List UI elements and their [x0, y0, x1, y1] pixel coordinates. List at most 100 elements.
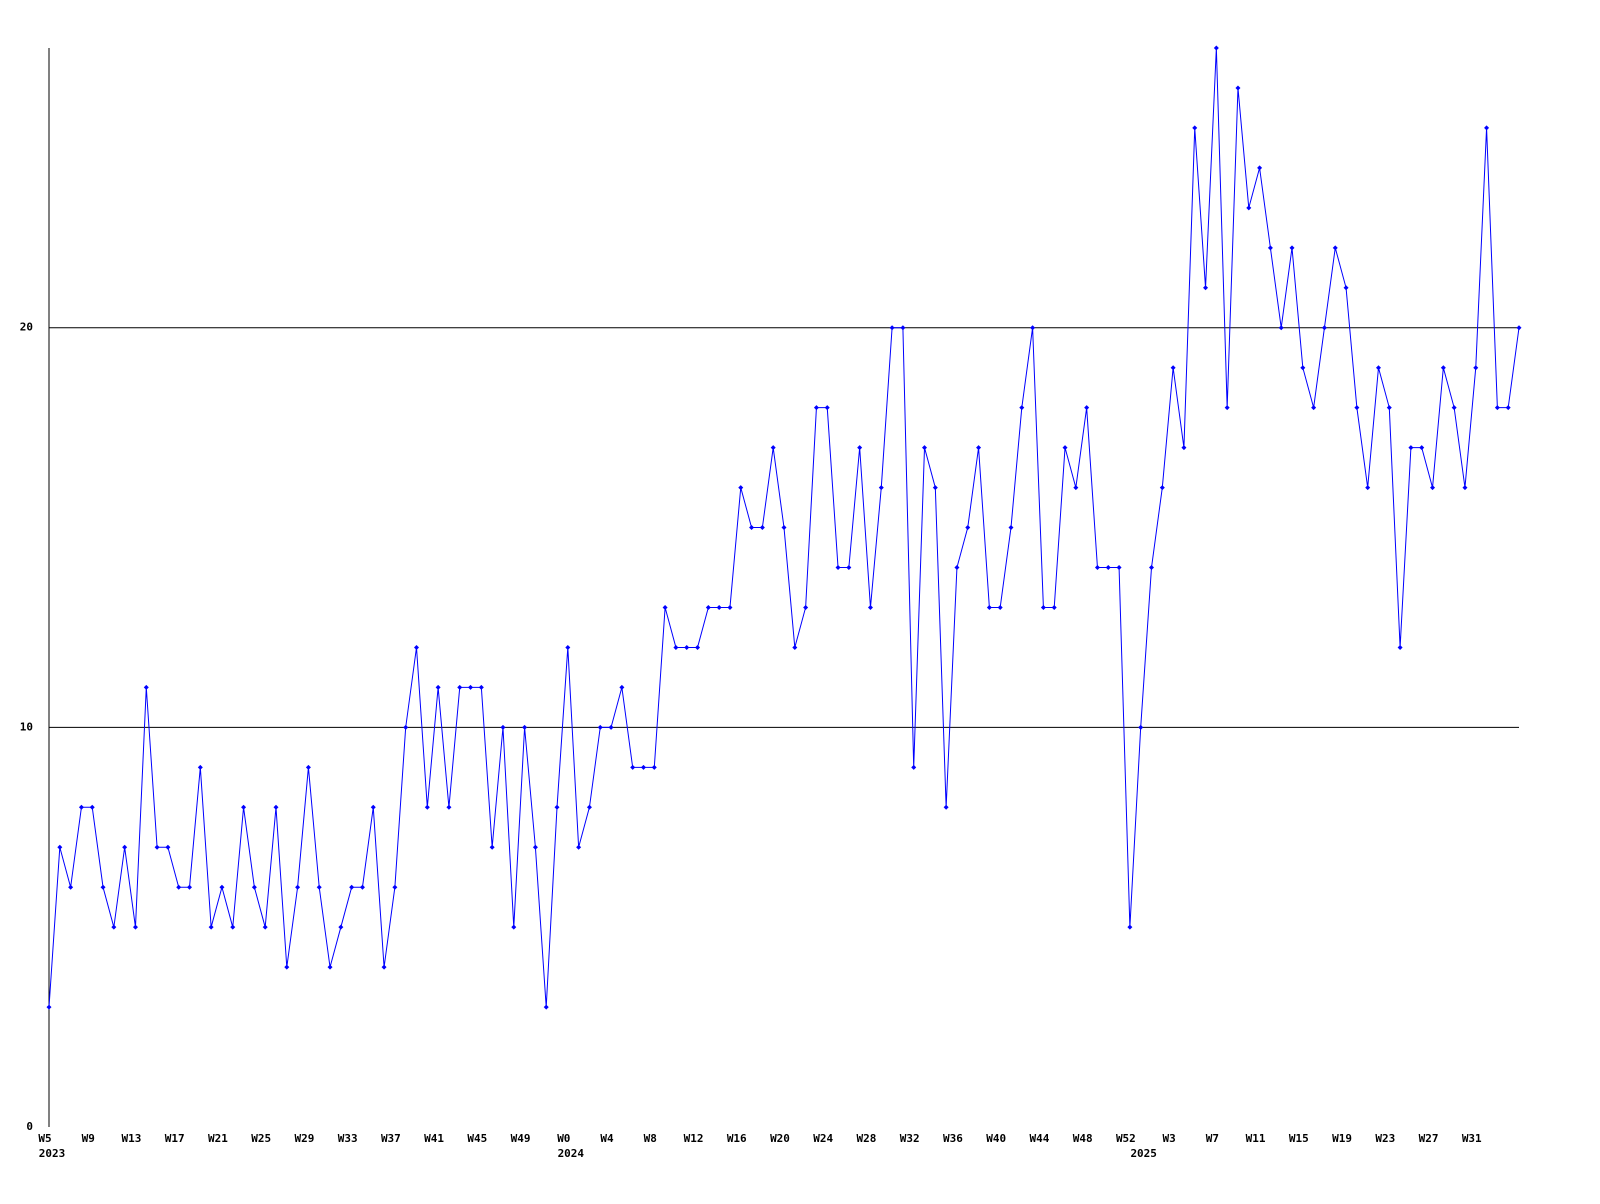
x-tick-label: W4 [600, 1132, 614, 1145]
point [1289, 245, 1295, 251]
y-tick-label: 0 [26, 1120, 33, 1133]
point [1278, 325, 1284, 331]
point [435, 684, 441, 690]
point [197, 764, 203, 770]
point [846, 565, 852, 571]
point [489, 844, 495, 850]
x-tick-label: W41 [424, 1132, 444, 1145]
point [824, 405, 830, 411]
x-tick-label: W15 [1289, 1132, 1309, 1145]
x-tick-label: W29 [294, 1132, 314, 1145]
point [803, 604, 809, 610]
point [857, 445, 863, 451]
point [132, 924, 138, 930]
point [911, 764, 917, 770]
point [554, 804, 560, 810]
point [1473, 365, 1479, 371]
point [1030, 325, 1036, 331]
x-tick-label: W28 [857, 1132, 877, 1145]
point [792, 644, 798, 650]
point [1170, 365, 1176, 371]
point [889, 325, 895, 331]
point [359, 884, 365, 890]
point [1365, 485, 1371, 491]
point [219, 884, 225, 890]
point [1246, 205, 1252, 211]
point [122, 844, 128, 850]
point [1386, 405, 1392, 411]
point [1084, 405, 1090, 411]
point [922, 445, 928, 451]
point [424, 804, 430, 810]
point [1192, 125, 1198, 131]
point [630, 764, 636, 770]
point [759, 525, 765, 531]
point [1440, 365, 1446, 371]
point [727, 604, 733, 610]
point [640, 764, 646, 770]
x-tick-label: W12 [684, 1132, 704, 1145]
point [316, 884, 322, 890]
point [900, 325, 906, 331]
point [1008, 525, 1014, 531]
point [1321, 325, 1327, 331]
point [457, 684, 463, 690]
x-tick-label: W25 [251, 1132, 271, 1145]
point [1494, 405, 1500, 411]
x-tick-label: W7 [1206, 1132, 1219, 1145]
point [705, 604, 711, 610]
x-tick-label: W48 [1073, 1132, 1093, 1145]
point [619, 684, 625, 690]
point [932, 485, 938, 491]
point [716, 604, 722, 610]
point [781, 525, 787, 531]
x-tick-label: W11 [1246, 1132, 1266, 1145]
point [111, 924, 117, 930]
point [1300, 365, 1306, 371]
point [1019, 405, 1025, 411]
x-tick-label: W36 [943, 1132, 963, 1145]
point [251, 884, 257, 890]
x-tick-label: W5 [38, 1132, 51, 1145]
point [1138, 724, 1144, 730]
point [1267, 245, 1273, 251]
point [662, 604, 668, 610]
point [1332, 245, 1338, 251]
point [965, 525, 971, 531]
point [176, 884, 182, 890]
point [867, 604, 873, 610]
point [1149, 565, 1154, 571]
point [770, 445, 776, 451]
point [608, 724, 614, 730]
x-tick-label: W19 [1332, 1132, 1352, 1145]
point [1213, 45, 1219, 51]
point [1127, 924, 1133, 930]
point [143, 684, 149, 690]
point [154, 844, 160, 850]
point [68, 884, 74, 890]
point [349, 884, 355, 890]
point [1062, 445, 1068, 451]
point [749, 525, 755, 531]
point [262, 924, 268, 930]
x-tick-label: W8 [644, 1132, 657, 1145]
point [1073, 485, 1079, 491]
x-year-label: 2023 [39, 1147, 66, 1160]
point [943, 804, 949, 810]
x-tick-label: W21 [208, 1132, 228, 1145]
x-tick-label: W45 [467, 1132, 487, 1145]
y-tick-label: 20 [20, 321, 33, 334]
x-tick-label: W13 [122, 1132, 142, 1145]
point [46, 1004, 52, 1010]
x-tick-label: W44 [1029, 1132, 1049, 1145]
point [543, 1004, 549, 1010]
point [500, 724, 506, 730]
point [305, 764, 311, 770]
point [1397, 644, 1403, 650]
point [478, 684, 484, 690]
x-year-label: 2025 [1130, 1147, 1157, 1160]
point [57, 844, 63, 850]
point [241, 804, 247, 810]
point [1311, 405, 1317, 411]
point [89, 804, 95, 810]
